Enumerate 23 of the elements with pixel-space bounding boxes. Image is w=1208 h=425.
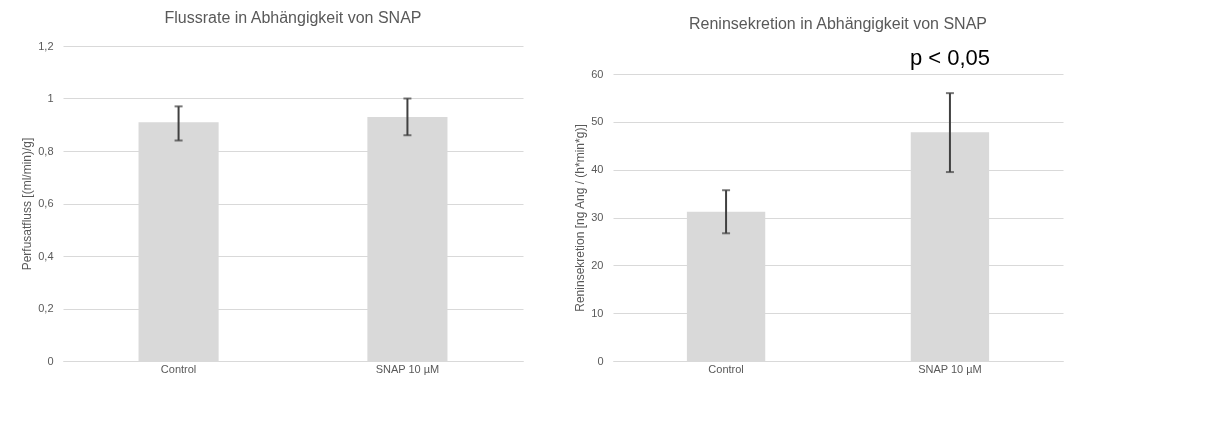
y-tick-label: 1	[47, 92, 54, 104]
y-tick-label: 40	[591, 163, 604, 176]
y-axis-title: Perfusatfluss [(ml/min)/g]	[20, 137, 35, 271]
x-tick-label: SNAP 10 µM	[375, 362, 440, 375]
y-tick-label: 20	[591, 258, 604, 271]
y-tick-label: 60	[591, 67, 604, 80]
x-tick-label: Control	[708, 362, 744, 375]
y-tick-label: 50	[591, 115, 604, 128]
y-tick-label: 0,2	[38, 302, 54, 314]
y-tick-label: 1,2	[38, 39, 54, 52]
y-tick-label: 30	[591, 211, 604, 223]
chart-title: Reninsekretion in Abhängigkeit von SNAP	[689, 15, 987, 32]
x-tick-label: Control	[160, 362, 197, 375]
y-tick-label: 0	[597, 354, 604, 367]
y-tick-label: 0,4	[38, 249, 54, 262]
y-tick-label: 0,6	[38, 197, 54, 209]
y-axis-title: Reninsekretion [ng Ang / (h*min*g)]	[573, 124, 588, 312]
y-tick-label: 0,8	[38, 144, 54, 157]
y-tick-label: 0	[47, 354, 54, 367]
chart-title: Flussrate in Abhängigkeit von SNAP	[164, 9, 422, 26]
x-tick-label: SNAP 10 µM	[918, 362, 982, 375]
text: p < 0,05	[909, 45, 991, 70]
y-tick-label: 10	[591, 306, 604, 319]
